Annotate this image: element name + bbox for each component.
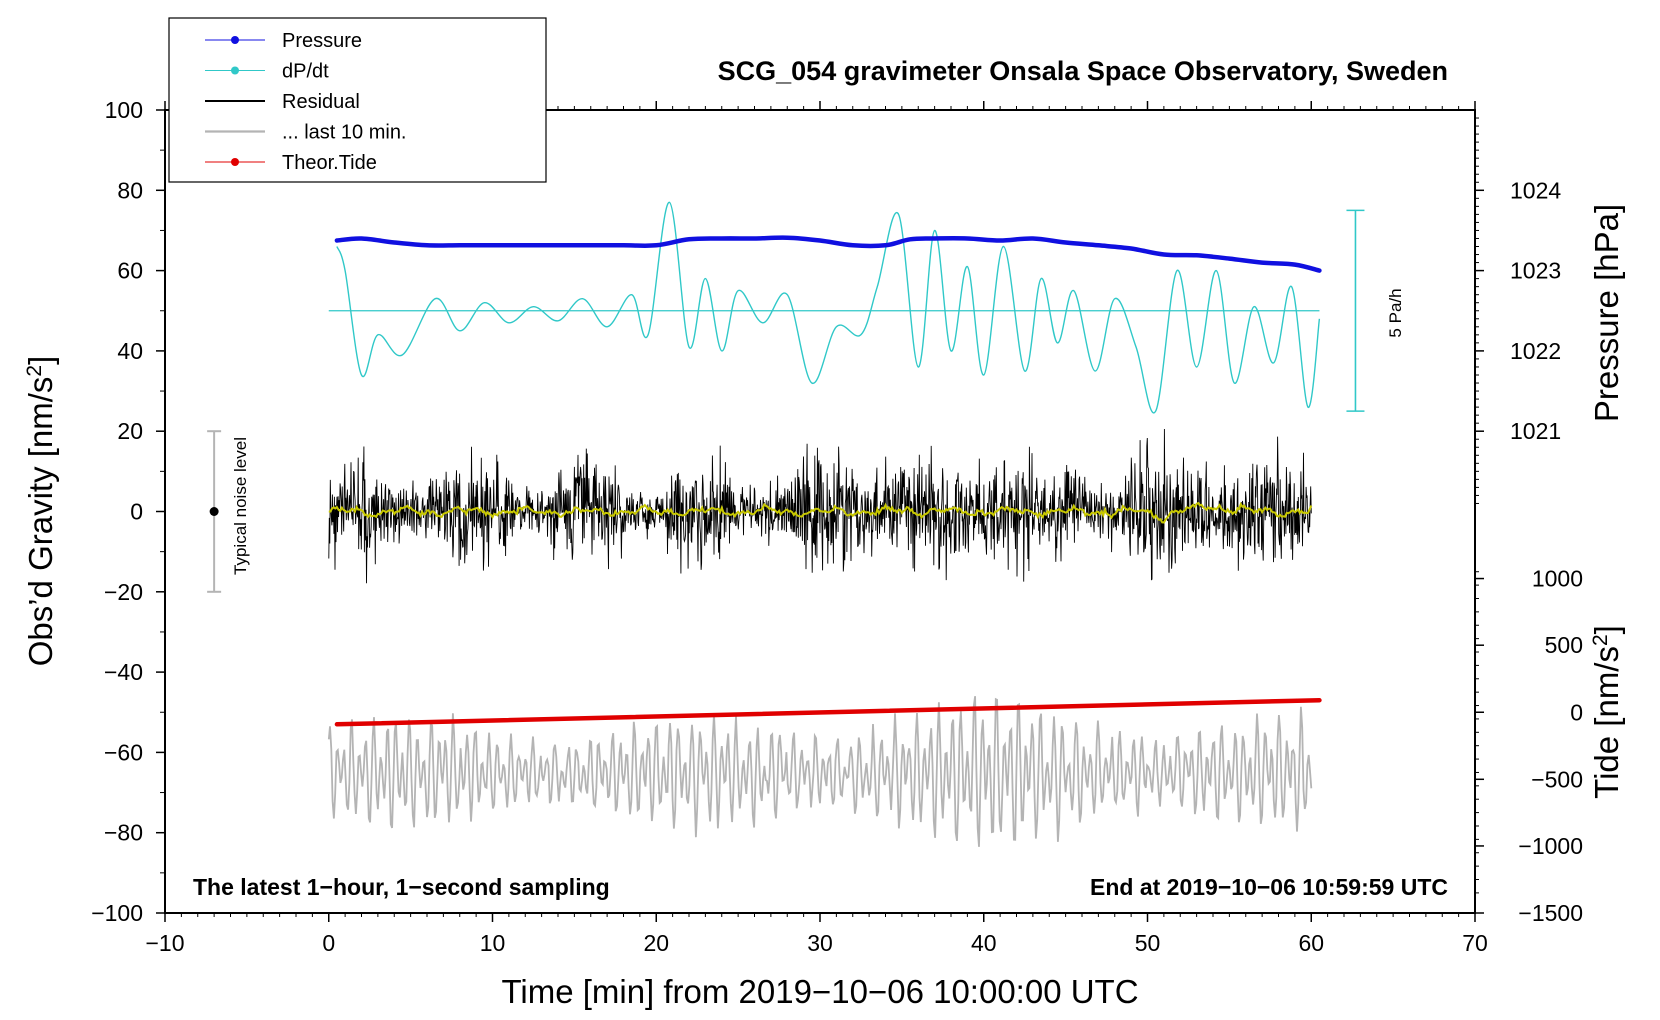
chart-title: SCG_054 gravimeter Onsala Space Observat…: [718, 56, 1448, 86]
tide-tick-label: 1000: [1532, 566, 1583, 592]
axis-ticks: [156, 101, 1484, 922]
legend-swatch-marker: [231, 158, 239, 166]
legend-entry-label: dP/dt: [282, 61, 329, 83]
y-tick-label: −20: [104, 579, 143, 605]
tide-tick-label: 500: [1545, 632, 1583, 658]
x-tick-label: 50: [1135, 930, 1161, 956]
x-tick-label: 10: [480, 930, 506, 956]
bottom-right-note: End at 2019−10−06 10:59:59 UTC: [1090, 874, 1448, 900]
x-tick-label: 70: [1462, 930, 1488, 956]
y-tick-label: 80: [117, 177, 143, 203]
y-tick-label: 60: [117, 258, 143, 284]
tide-tick-label: −1500: [1518, 900, 1583, 926]
y-tick-label: −40: [104, 659, 143, 685]
legend-swatch-marker: [231, 66, 239, 75]
tide-tick-label: −500: [1531, 766, 1583, 792]
series-residual-smoothed-line: [328, 501, 1313, 524]
pressure-tick-label: 1024: [1510, 177, 1561, 203]
y-tick-label: 20: [117, 418, 143, 444]
y-tick-label: −100: [91, 900, 143, 926]
pressure-tick-label: 1021: [1510, 418, 1561, 444]
pressure-rate-label: 5 Pa/h: [1386, 288, 1405, 337]
y-axis-label-left: Obs’d Gravity [nm/s2]: [22, 356, 59, 667]
bottom-left-note: The latest 1−hour, 1−second sampling: [193, 874, 610, 900]
series-residual-line: [328, 428, 1312, 584]
x-tick-label: 30: [807, 930, 833, 956]
legend-swatch-marker: [231, 36, 239, 44]
legend-entry-label: ... last 10 min.: [282, 122, 407, 144]
x-tick-label: −10: [145, 930, 184, 956]
y-tick-label: −60: [104, 739, 143, 765]
x-tick-label: 20: [643, 930, 669, 956]
y-tick-label: −80: [104, 820, 143, 846]
x-tick-label: 40: [971, 930, 997, 956]
y-tick-label: 0: [130, 499, 143, 525]
y-axis-label-tide: Tide [nm/s2]: [1588, 625, 1625, 799]
x-tick-label: 0: [322, 930, 335, 956]
legend-entry-label: Residual: [282, 91, 360, 113]
series-last-10-min-line: [327, 696, 1313, 847]
y-tick-label: 40: [117, 338, 143, 364]
x-axis-label: Time [min] from 2019−10−06 10:00:00 UTC: [501, 973, 1138, 1010]
axis-tick-labels: −10 0 10 20 30 40 50 60 70−100−80−60−40−20020406…: [91, 97, 1583, 956]
tide-tick-label: −1000: [1518, 833, 1583, 859]
noise-bar-label: Typical noise level: [231, 437, 250, 575]
legend-entry-label: Theor.Tide: [282, 152, 377, 174]
annotations: Typical noise level 5 Pa/h The latest 1−…: [193, 209, 1448, 900]
series-theoretical-tide-line: [334, 697, 1322, 727]
x-tick-label: 60: [1298, 930, 1324, 956]
legend-entry-label: Pressure: [282, 30, 362, 52]
tide-tick-label: 0: [1570, 699, 1583, 725]
legend: Pressure dP/dt Residual ... last 10 min. The…: [168, 17, 547, 183]
noise-bar-center-dot: [209, 507, 219, 516]
plot-series: [327, 201, 1322, 847]
pressure-tick-label: 1022: [1510, 338, 1561, 364]
series-pressure-line: [334, 235, 1322, 273]
y-tick-label: 100: [105, 97, 143, 123]
series-dpdt-line: [336, 201, 1321, 414]
legend-entries: Pressure dP/dt Residual ... last 10 min. The…: [205, 30, 407, 174]
pressure-tick-label: 1023: [1510, 258, 1561, 284]
y-axis-label-pressure: Pressure [hPa]: [1588, 204, 1625, 422]
